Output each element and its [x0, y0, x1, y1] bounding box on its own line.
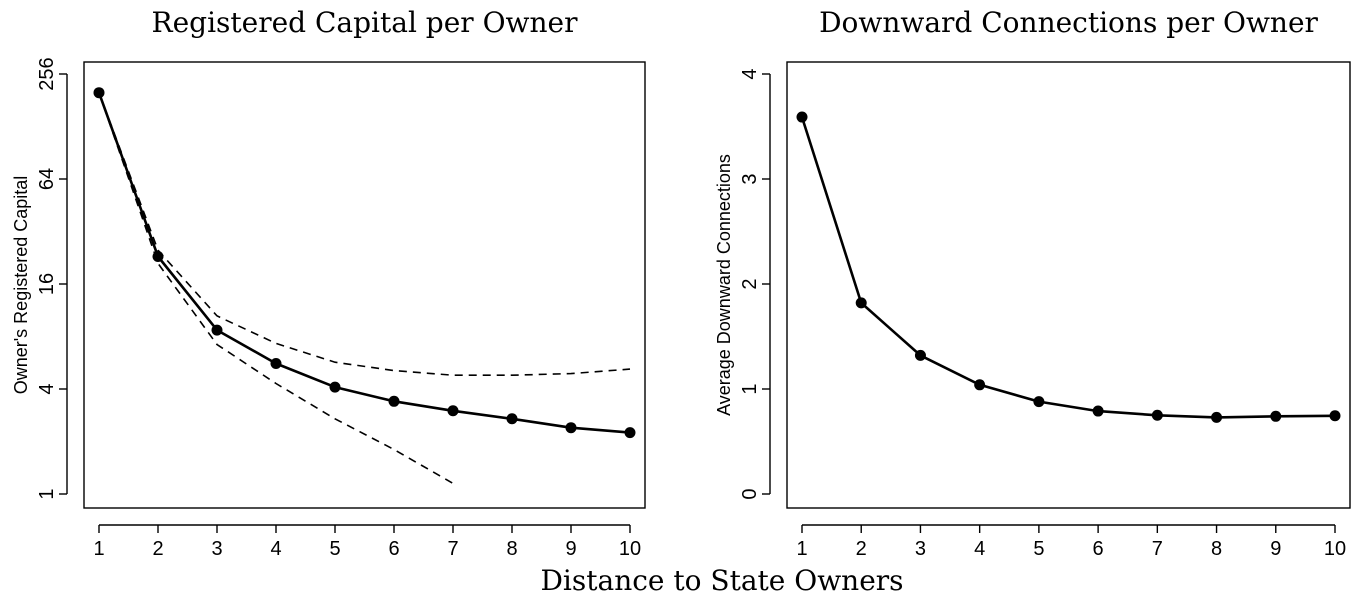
y-tick-label: 256: [36, 57, 58, 90]
data-point: [974, 379, 986, 391]
y-tick-label: 2: [739, 278, 761, 289]
confidence-band-lower-line: [98, 92, 454, 485]
data-point: [388, 395, 400, 407]
data-point: [329, 381, 341, 393]
y-tick-label: 1: [739, 383, 761, 394]
data-point: [506, 413, 518, 425]
x-tick-label: 2: [152, 538, 163, 560]
y-tick-label: 4: [739, 68, 761, 79]
shared-x-axis-label: Distance to State Owners: [540, 564, 903, 597]
x-tick-label: 4: [974, 538, 985, 560]
data-point: [93, 87, 105, 99]
y-tick-label: 16: [36, 273, 58, 295]
x-tick-label: 8: [1211, 538, 1222, 560]
x-tick-label: 10: [619, 538, 641, 560]
x-tick-label: 2: [856, 538, 867, 560]
x-tick-label: 7: [447, 538, 458, 560]
left-plot-area: 1 2 3 4 5 6 7 8 9 10 1 4 16 64 256: [36, 57, 646, 560]
x-tick-label: 4: [270, 538, 281, 560]
data-point: [1033, 396, 1045, 408]
data-point: [796, 111, 808, 123]
x-tick-label: 9: [1270, 538, 1281, 560]
mean-series-line: [800, 116, 1336, 419]
x-tick-label: 5: [1033, 538, 1044, 560]
plot-frame: [83, 61, 646, 509]
data-point: [211, 324, 223, 336]
y-tick-label: 4: [36, 383, 58, 394]
data-point: [270, 358, 282, 370]
y-tick-label: 3: [739, 173, 761, 184]
data-point: [624, 427, 636, 439]
x-tick-label: 6: [1093, 538, 1104, 560]
data-point: [447, 405, 459, 417]
x-tick-label: 9: [565, 538, 576, 560]
plot-frame: [786, 61, 1351, 509]
data-point: [1211, 411, 1223, 423]
y-tick-label: 0: [739, 488, 761, 499]
x-tick-label: 10: [1324, 538, 1346, 560]
right-plot-area: 1 2 3 4 5 6 7 8 9 10 0 1 2 3 4: [739, 61, 1351, 560]
x-tick-label: 3: [915, 538, 926, 560]
x-tick-label: 8: [506, 538, 517, 560]
x-tick-label: 1: [796, 538, 807, 560]
data-point: [1270, 410, 1282, 422]
left-chart-title: Registered Capital per Owner: [152, 6, 579, 39]
data-point: [1329, 410, 1341, 422]
data-point: [914, 349, 926, 361]
left-y-axis-label: Owner's Registered Capital: [11, 176, 31, 395]
data-point: [1151, 409, 1163, 421]
y-tick-label: 64: [36, 168, 58, 190]
mean-series-line: [97, 92, 631, 434]
x-tick-label: 1: [93, 538, 104, 560]
data-point: [855, 297, 867, 309]
x-tick-label: 6: [388, 538, 399, 560]
y-tick-label: 1: [36, 488, 58, 499]
right-chart-title: Downward Connections per Owner: [819, 6, 1318, 39]
x-tick-label: 5: [329, 538, 340, 560]
right-y-axis-label: Average Downward Connections: [714, 154, 734, 416]
confidence-band-upper-line: [98, 92, 631, 377]
x-tick-label: 3: [211, 538, 222, 560]
data-point: [565, 422, 577, 434]
x-tick-label: 7: [1152, 538, 1163, 560]
data-point: [1092, 405, 1104, 417]
